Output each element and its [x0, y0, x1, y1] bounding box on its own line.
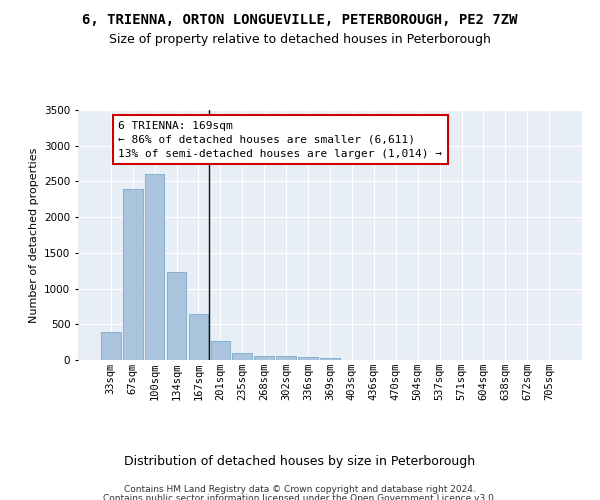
Bar [145, 174, 164, 360]
Y-axis label: Number of detached properties: Number of detached properties [29, 148, 38, 322]
Bar [254, 356, 274, 360]
Text: Distribution of detached houses by size in Peterborough: Distribution of detached houses by size … [124, 454, 476, 468]
Bar [211, 342, 230, 360]
Text: Contains public sector information licensed under the Open Government Licence v3: Contains public sector information licen… [103, 494, 497, 500]
Bar [320, 358, 340, 360]
Bar [101, 332, 121, 360]
Text: 6, TRIENNA, ORTON LONGUEVILLE, PETERBOROUGH, PE2 7ZW: 6, TRIENNA, ORTON LONGUEVILLE, PETERBORO… [82, 12, 518, 26]
Text: Contains HM Land Registry data © Crown copyright and database right 2024.: Contains HM Land Registry data © Crown c… [124, 485, 476, 494]
Bar [188, 314, 208, 360]
Bar [232, 353, 252, 360]
Bar [167, 272, 187, 360]
Text: 6 TRIENNA: 169sqm
← 86% of detached houses are smaller (6,611)
13% of semi-detac: 6 TRIENNA: 169sqm ← 86% of detached hous… [118, 120, 442, 158]
Bar [298, 357, 318, 360]
Bar [276, 356, 296, 360]
Text: Size of property relative to detached houses in Peterborough: Size of property relative to detached ho… [109, 32, 491, 46]
Bar [123, 188, 143, 360]
